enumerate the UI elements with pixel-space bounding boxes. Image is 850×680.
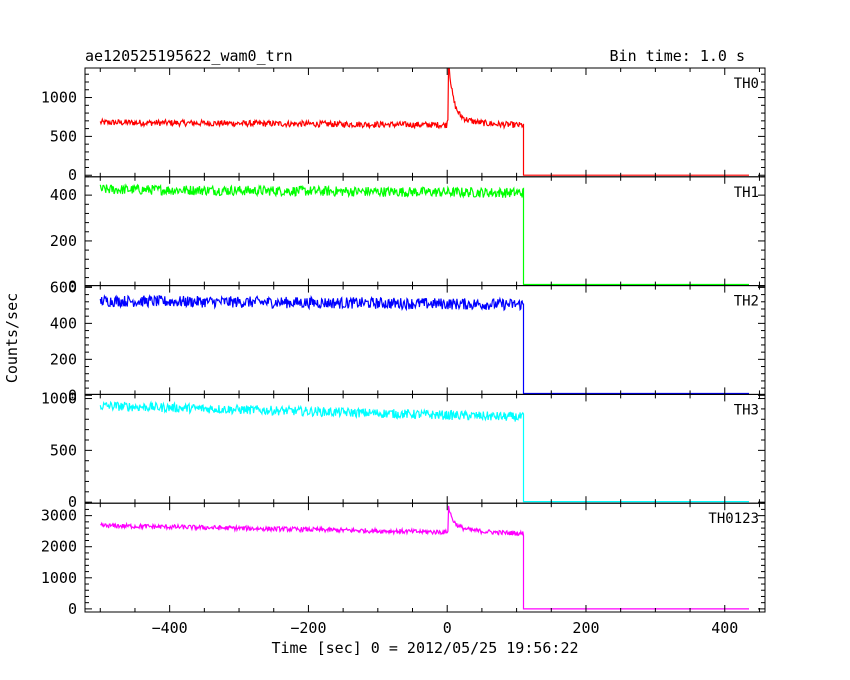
y-tick-label: 1000 <box>41 390 77 408</box>
y-tick-label: 500 <box>50 441 77 459</box>
panel-th0123: 0 1000 2000 3000 TH0123 <box>41 502 766 618</box>
y-tick-label: 0 <box>68 278 77 296</box>
y-tick-label: 2000 <box>41 538 77 556</box>
series-line-th2 <box>99 294 749 395</box>
series-line-th0123 <box>100 505 749 610</box>
chart-subtitle: Bin time: 1.0 s <box>610 47 745 65</box>
x-axis-title: Time [sec] 0 = 2012/05/25 19:56:22 <box>271 639 578 657</box>
y-tick-label: 400 <box>50 186 77 204</box>
y-tick-label: 1000 <box>41 89 77 107</box>
y-tick-label: 500 <box>50 127 77 145</box>
series-line-th3 <box>99 400 749 503</box>
panel-name-label: TH3 <box>734 402 759 418</box>
series-line-th1 <box>99 183 749 286</box>
x-tick-label: 0 <box>443 619 452 637</box>
y-tick-label: 400 <box>50 314 77 332</box>
panel-name-label: TH1 <box>734 185 759 201</box>
panels: 0 500 1000 TH0 0 200 400 TH1 0 200 400 600 TH2 0 500 10… <box>41 67 766 637</box>
y-tick-label: 200 <box>50 350 77 368</box>
panel-name-label: TH0 <box>734 76 759 92</box>
y-tick-label: 0 <box>68 600 77 618</box>
panel-th3: 0 500 1000 TH3 <box>41 390 766 511</box>
x-tick-label: −400 <box>152 619 188 637</box>
chart-title: ae120525195622_wam0_trn <box>85 47 293 65</box>
panel-frame <box>84 502 766 613</box>
y-tick-label: 0 <box>68 386 77 404</box>
x-tick-label: 400 <box>711 619 738 637</box>
panel-name-label: TH2 <box>734 294 759 310</box>
y-tick-label: 1000 <box>41 569 77 587</box>
y-tick-label: 200 <box>50 232 77 250</box>
y-tick-label: 0 <box>68 493 77 511</box>
x-tick-label: 200 <box>572 619 599 637</box>
series-line-th0 <box>99 68 749 176</box>
x-tick-label: −200 <box>290 619 326 637</box>
panel-th1: 0 200 400 TH1 <box>50 176 766 296</box>
y-axis-title: Counts/sec <box>3 293 21 383</box>
y-tick-label: 600 <box>50 278 77 296</box>
panel-th2: 0 200 400 600 TH2 <box>50 278 766 404</box>
y-tick-label: 3000 <box>41 507 77 525</box>
y-tick-label: 0 <box>68 166 77 184</box>
panel-name-label: TH0123 <box>708 511 759 527</box>
panel-th0: 0 500 1000 TH0 <box>41 67 766 184</box>
